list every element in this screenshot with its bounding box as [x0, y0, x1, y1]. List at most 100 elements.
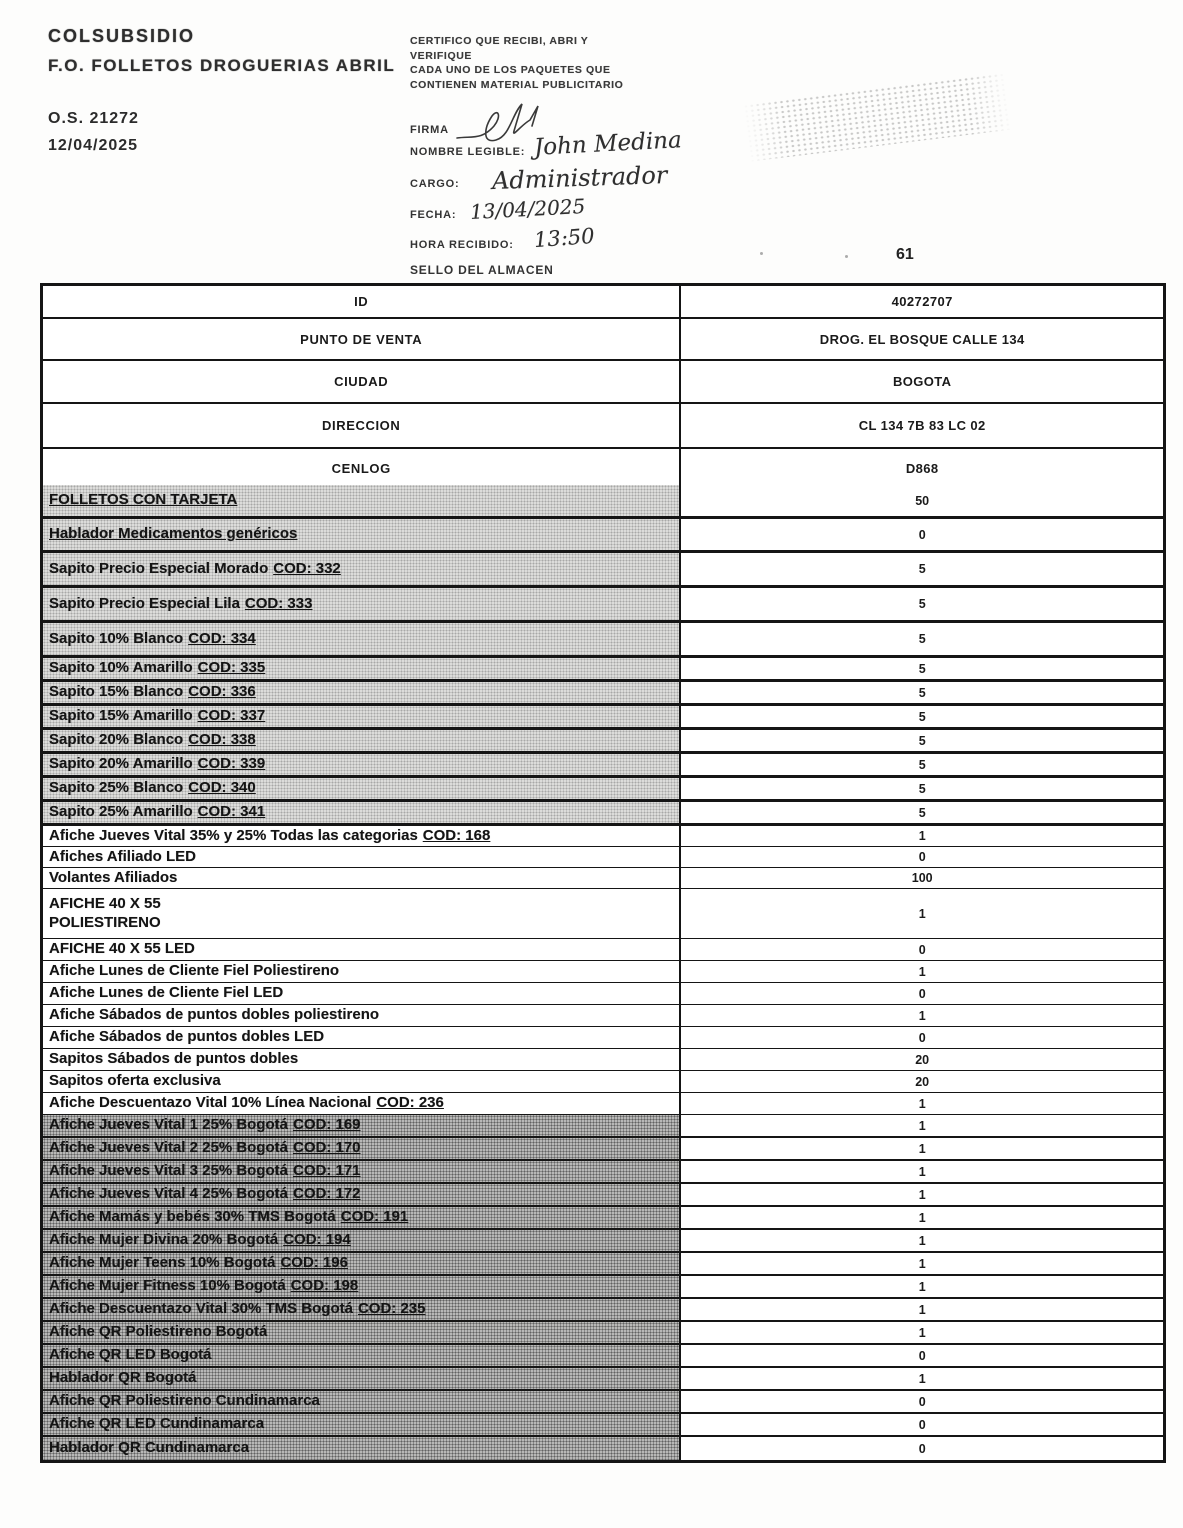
item-label: Afiche QR LED Cundinamarca: [43, 1414, 682, 1435]
item-label-text: Sapito 25% Amarillo: [49, 803, 193, 821]
item-label: Afiche Lunes de Cliente Fiel Poliestiren…: [43, 961, 682, 982]
item-qty: 5: [918, 781, 926, 796]
item-qty: 0: [918, 986, 926, 1001]
item-qty: 1: [918, 1008, 926, 1023]
item-qty: 1: [918, 1371, 926, 1386]
item-row: Afiche QR LED Cundinamarca 0: [43, 1414, 1163, 1437]
item-cod: COD: 337: [197, 707, 266, 725]
item-row: Afiche Jueves Vital 2 25% Bogotá COD: 170…: [43, 1138, 1163, 1161]
item-label: Afiche Lunes de Cliente Fiel LED: [43, 983, 682, 1004]
item-cod: COD: 196: [280, 1254, 348, 1272]
item-qty: 5: [918, 632, 926, 646]
cert-line: CERTIFICO QUE RECIBI, ABRI Y: [410, 35, 589, 47]
item-label-text: Afiche Jueves Vital 1 25% Bogotá: [49, 1116, 288, 1134]
item-qty: 5: [918, 733, 926, 748]
item-label: Sapito Precio Especial Morado COD: 332: [43, 553, 682, 585]
item-row: Afiches Afiliado LED 0: [43, 847, 1163, 868]
item-row: Volantes Afiliados 100: [43, 868, 1163, 889]
item-row: Afiche QR LED Bogotá 0: [43, 1345, 1163, 1368]
cert-line: CADA UNO DE LOS PAQUETES QUE: [410, 64, 611, 77]
item-label-text: Sapito Precio Especial Lila: [49, 594, 240, 612]
info-label: DIRECCION: [43, 404, 682, 447]
item-label: Afiche Jueves Vital 35% y 25% Todas las …: [43, 826, 682, 846]
info-row: CENLOG D868: [43, 449, 1163, 488]
item-cod: COD: 332: [273, 559, 341, 577]
info-label: PUNTO DE VENTA: [43, 319, 682, 359]
item-qty: 1: [918, 1141, 926, 1156]
item-qty: 5: [918, 661, 926, 676]
item-label-text: Afiche Jueves Vital 35% y 25% Todas las …: [49, 826, 418, 844]
certification-text: CERTIFICO QUE RECIBI, ABRI Y VERIFIQUE C…: [410, 34, 710, 93]
item-label: Afiches Afiliado LED: [43, 847, 682, 867]
item-label-text: Afiche QR LED Cundinamarca: [49, 1415, 265, 1433]
items-table: FOLLETOS CON TARJETA 50 Hablador Medicamen…: [40, 485, 1166, 1463]
item-row: Afiche Mujer Divina 20% Bogotá COD: 194 1: [43, 1230, 1163, 1253]
item-row: Afiche Mujer Teens 10% Bogotá COD: 196 1: [43, 1253, 1163, 1276]
item-label-text: Sapito 15% Blanco: [49, 683, 184, 701]
item-row: Sapito 25% Blanco COD: 340 5: [43, 778, 1163, 802]
item-label-text: Sapito 10% Amarillo: [49, 659, 193, 677]
item-row: Sapito 10% Amarillo COD: 335 5: [43, 658, 1163, 682]
firma-label: FIRMA: [410, 124, 449, 136]
item-label-text: AFICHE 40 X 55 LED: [49, 940, 195, 958]
item-qty: 1: [918, 1210, 926, 1225]
item-label-text: Afiche Descuentazo Vital 10% Línea Nacio…: [49, 1094, 372, 1112]
item-qty: 1: [918, 829, 926, 843]
item-row: Sapitos oferta exclusiva 20: [43, 1071, 1163, 1093]
item-label: Afiche Mujer Fitness 10% Bogotá COD: 198: [43, 1276, 682, 1297]
info-label: ID: [43, 286, 682, 317]
item-cod: COD: 198: [290, 1277, 359, 1295]
item-label: AFICHE 40 X 55 LED: [43, 939, 682, 960]
item-cod: COD: 172: [292, 1185, 361, 1203]
item-label-text: Hablador Medicamentos genéricos: [49, 525, 298, 543]
item-label: Hablador Medicamentos genéricos: [43, 519, 682, 550]
item-label-text: Afiche Sábados de puntos dobles LED: [49, 1028, 325, 1046]
item-qty: 1: [918, 964, 926, 979]
item-row: Afiche QR Poliestireno Cundinamarca 0: [43, 1391, 1163, 1414]
item-label-text: Sapito 25% Blanco: [49, 779, 184, 797]
item-row: Afiche Mamás y bebés 30% TMS Bogotá COD: …: [43, 1207, 1163, 1230]
item-label-text: Afiche QR Poliestireno Bogotá: [49, 1323, 268, 1341]
item-row: Afiche Descuentazo Vital 10% Línea Nacio…: [43, 1093, 1163, 1115]
info-value: BOGOTA: [892, 374, 952, 389]
company-name: COLSUBSIDIO: [48, 26, 196, 46]
item-qty: 5: [918, 562, 926, 576]
item-cod: COD: 336: [188, 683, 256, 701]
item-row: Afiche Jueves Vital 4 25% Bogotá COD: 172…: [43, 1184, 1163, 1207]
item-label: Sapito 20% Amarillo COD: 339: [43, 754, 682, 775]
item-label-text: FOLLETOS CON TARJETA: [49, 491, 238, 509]
handwritten-signature: [456, 103, 539, 142]
item-label-text: Sapitos oferta exclusiva: [49, 1072, 221, 1090]
item-label-text: Hablador QR Bogotá: [49, 1369, 197, 1387]
item-label: Afiche Descuentazo Vital 30% TMS Bogotá C…: [43, 1299, 682, 1320]
item-label: Afiche Jueves Vital 1 25% Bogotá COD: 169: [43, 1115, 682, 1136]
item-cod: COD: 338: [188, 731, 256, 749]
cert-line: VERIFIQUE: [410, 49, 472, 62]
item-row: Sapito 10% Blanco COD: 334 5: [43, 623, 1163, 658]
item-qty: 0: [918, 527, 926, 542]
item-qty: 5: [918, 685, 926, 700]
item-label-text: Sapito 20% Amarillo: [49, 755, 193, 773]
hora-label: HORA RECIBIDO:: [410, 239, 514, 251]
page-number: 61: [896, 246, 914, 263]
item-label-text: Afiche Mujer Fitness 10% Bogotá: [49, 1277, 286, 1295]
info-value: D868: [905, 461, 939, 476]
item-row: Sapito 15% Amarillo COD: 337 5: [43, 706, 1163, 730]
item-label-text: Afiche Descuentazo Vital 30% TMS Bogotá: [49, 1300, 353, 1318]
item-label-text: Afiche Mujer Teens 10% Bogotá: [49, 1254, 276, 1272]
item-label-text: Afiches Afiliado LED: [49, 847, 196, 865]
order-date: 12/04/2025: [48, 137, 139, 154]
item-qty: 1: [918, 1302, 926, 1317]
fecha-label: FECHA:: [410, 209, 457, 221]
item-row: Afiche Descuentazo Vital 30% TMS Bogotá C…: [43, 1299, 1163, 1322]
info-row: CIUDAD BOGOTA: [43, 361, 1163, 404]
item-qty: 1: [918, 1096, 926, 1111]
item-qty: 50: [915, 493, 930, 508]
item-label: Volantes Afiliados: [43, 868, 682, 888]
item-qty: 1: [918, 1233, 926, 1248]
item-label-text: Hablador QR Cundinamarca: [49, 1439, 250, 1457]
item-row: Hablador Medicamentos genéricos 0: [43, 519, 1163, 553]
item-label: Sapito 25% Blanco COD: 340: [43, 778, 682, 799]
item-label: Afiche Sábados de puntos dobles poliesti…: [43, 1005, 682, 1026]
